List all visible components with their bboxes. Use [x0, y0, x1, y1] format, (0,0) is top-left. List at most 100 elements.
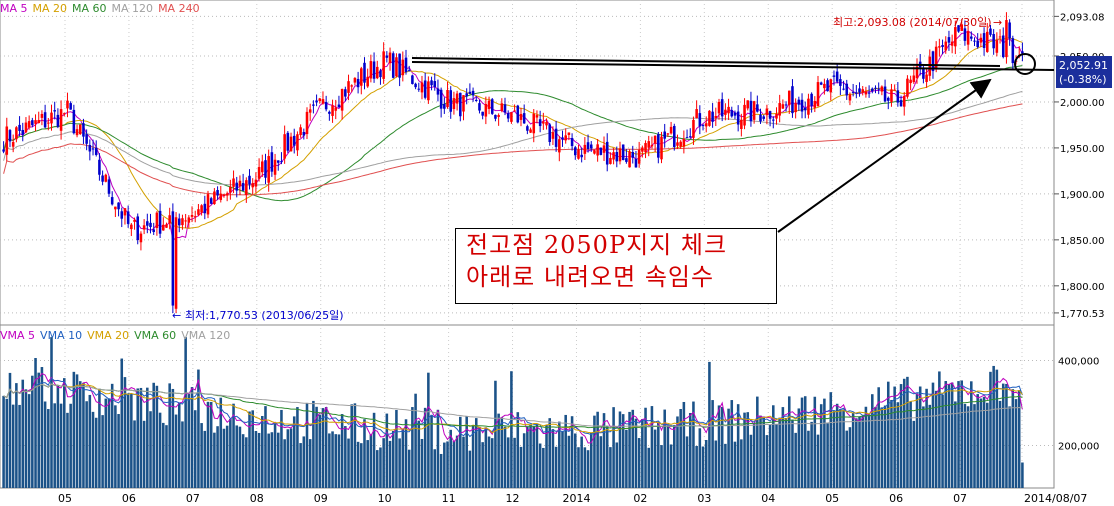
- volume-bar: [973, 404, 976, 488]
- moving-average-lines: [3, 30, 1023, 242]
- volume-bar: [75, 374, 79, 488]
- candle-body: [206, 194, 210, 215]
- volume-bar: [254, 430, 258, 488]
- volume-bar: [366, 440, 369, 488]
- volume-bar: [149, 411, 152, 488]
- volume-bar: [644, 407, 647, 488]
- candle-body: [631, 152, 635, 158]
- candle-body: [593, 150, 596, 154]
- volume-bar: [474, 418, 478, 488]
- volume-bar: [599, 436, 603, 488]
- volume-bar: [216, 426, 219, 488]
- volume-bar: [414, 393, 417, 488]
- candle-body: [890, 89, 893, 102]
- volume-bar: [302, 436, 306, 488]
- candle-body: [69, 103, 72, 110]
- vma-5-line: [3, 372, 1023, 444]
- candle-body: [532, 113, 536, 134]
- volume-bar: [391, 430, 395, 488]
- volume-bar: [641, 419, 644, 488]
- date-tick-label: 05: [58, 492, 72, 505]
- volume-bar: [407, 449, 411, 488]
- candle-body: [59, 109, 63, 131]
- legend-item-vma-5: VMA 5: [0, 329, 36, 342]
- volume-bar: [50, 337, 53, 488]
- candle-body: [736, 111, 740, 125]
- candle-body: [727, 106, 730, 114]
- candle-body: [1005, 20, 1008, 58]
- candle-body: [299, 127, 302, 136]
- candle-body: [289, 136, 293, 152]
- volume-bar: [88, 394, 92, 488]
- candle-body: [522, 113, 526, 124]
- candle-body: [484, 103, 488, 117]
- volume-bar: [27, 394, 31, 488]
- candle-body: [372, 61, 376, 79]
- candle-body: [807, 98, 810, 115]
- date-tick-label: 2014/08/07: [1024, 492, 1087, 505]
- volume-bar: [117, 414, 120, 488]
- volume-bar: [72, 371, 76, 488]
- candle-body: [385, 55, 389, 58]
- volume-bar: [979, 398, 983, 488]
- candle-body: [516, 105, 520, 123]
- volume-bar: [864, 406, 868, 488]
- candle-body: [165, 224, 168, 228]
- candle-body: [995, 40, 999, 53]
- candle-body: [490, 99, 494, 114]
- candle-body: [209, 198, 213, 204]
- volume-bar: [711, 400, 714, 488]
- volume-bar: [586, 450, 590, 488]
- volume-bar: [264, 406, 267, 488]
- volume-bar: [162, 422, 165, 488]
- volume-bar: [743, 412, 746, 488]
- candle-body: [34, 120, 37, 124]
- volume-bar: [184, 337, 187, 488]
- volume-bar: [829, 392, 833, 488]
- volume-bar: [59, 403, 63, 488]
- volume-bar: [669, 444, 673, 488]
- candle-body: [663, 131, 666, 139]
- candle-body: [85, 134, 88, 144]
- volume-bar: [286, 429, 290, 488]
- candle-body: [989, 28, 992, 35]
- candle-body: [561, 137, 564, 140]
- volume-bar: [772, 405, 775, 488]
- candle-body: [459, 92, 462, 117]
- candle-body: [701, 125, 705, 127]
- volume-bar: [762, 416, 765, 488]
- volume-bar: [631, 409, 635, 488]
- candle-body: [497, 115, 500, 117]
- volume-bar: [970, 381, 973, 488]
- candle-body: [235, 182, 239, 191]
- volume-bar: [312, 400, 315, 488]
- candle-body: [225, 193, 229, 196]
- volume-bar: [963, 403, 967, 488]
- volume-bar: [688, 412, 692, 488]
- volume-bar: [554, 446, 558, 488]
- volume-bar: [430, 414, 433, 488]
- volume-bar: [110, 383, 114, 488]
- volume-bar: [995, 369, 999, 488]
- volume-bar: [193, 410, 197, 488]
- volume-bar: [692, 401, 695, 488]
- candle-body: [114, 206, 117, 210]
- volume-bar: [922, 406, 925, 488]
- candle-body: [130, 224, 133, 230]
- price-tick-label: 2,093.08: [1060, 12, 1105, 23]
- candle-body: [577, 149, 580, 159]
- candle-body: [621, 144, 625, 161]
- candle-body: [177, 218, 181, 226]
- volume-bar: [855, 418, 858, 488]
- candle-body: [446, 89, 449, 108]
- candle-body: [149, 222, 152, 228]
- volume-bar: [1014, 399, 1018, 488]
- candle-body: [589, 144, 593, 149]
- candle-body: [117, 202, 120, 210]
- volume-bar: [363, 419, 366, 488]
- candle-body: [647, 141, 651, 148]
- candle-body: [902, 96, 906, 107]
- candle-body: [433, 81, 437, 87]
- candle-body: [679, 141, 682, 147]
- volume-bar: [452, 441, 456, 488]
